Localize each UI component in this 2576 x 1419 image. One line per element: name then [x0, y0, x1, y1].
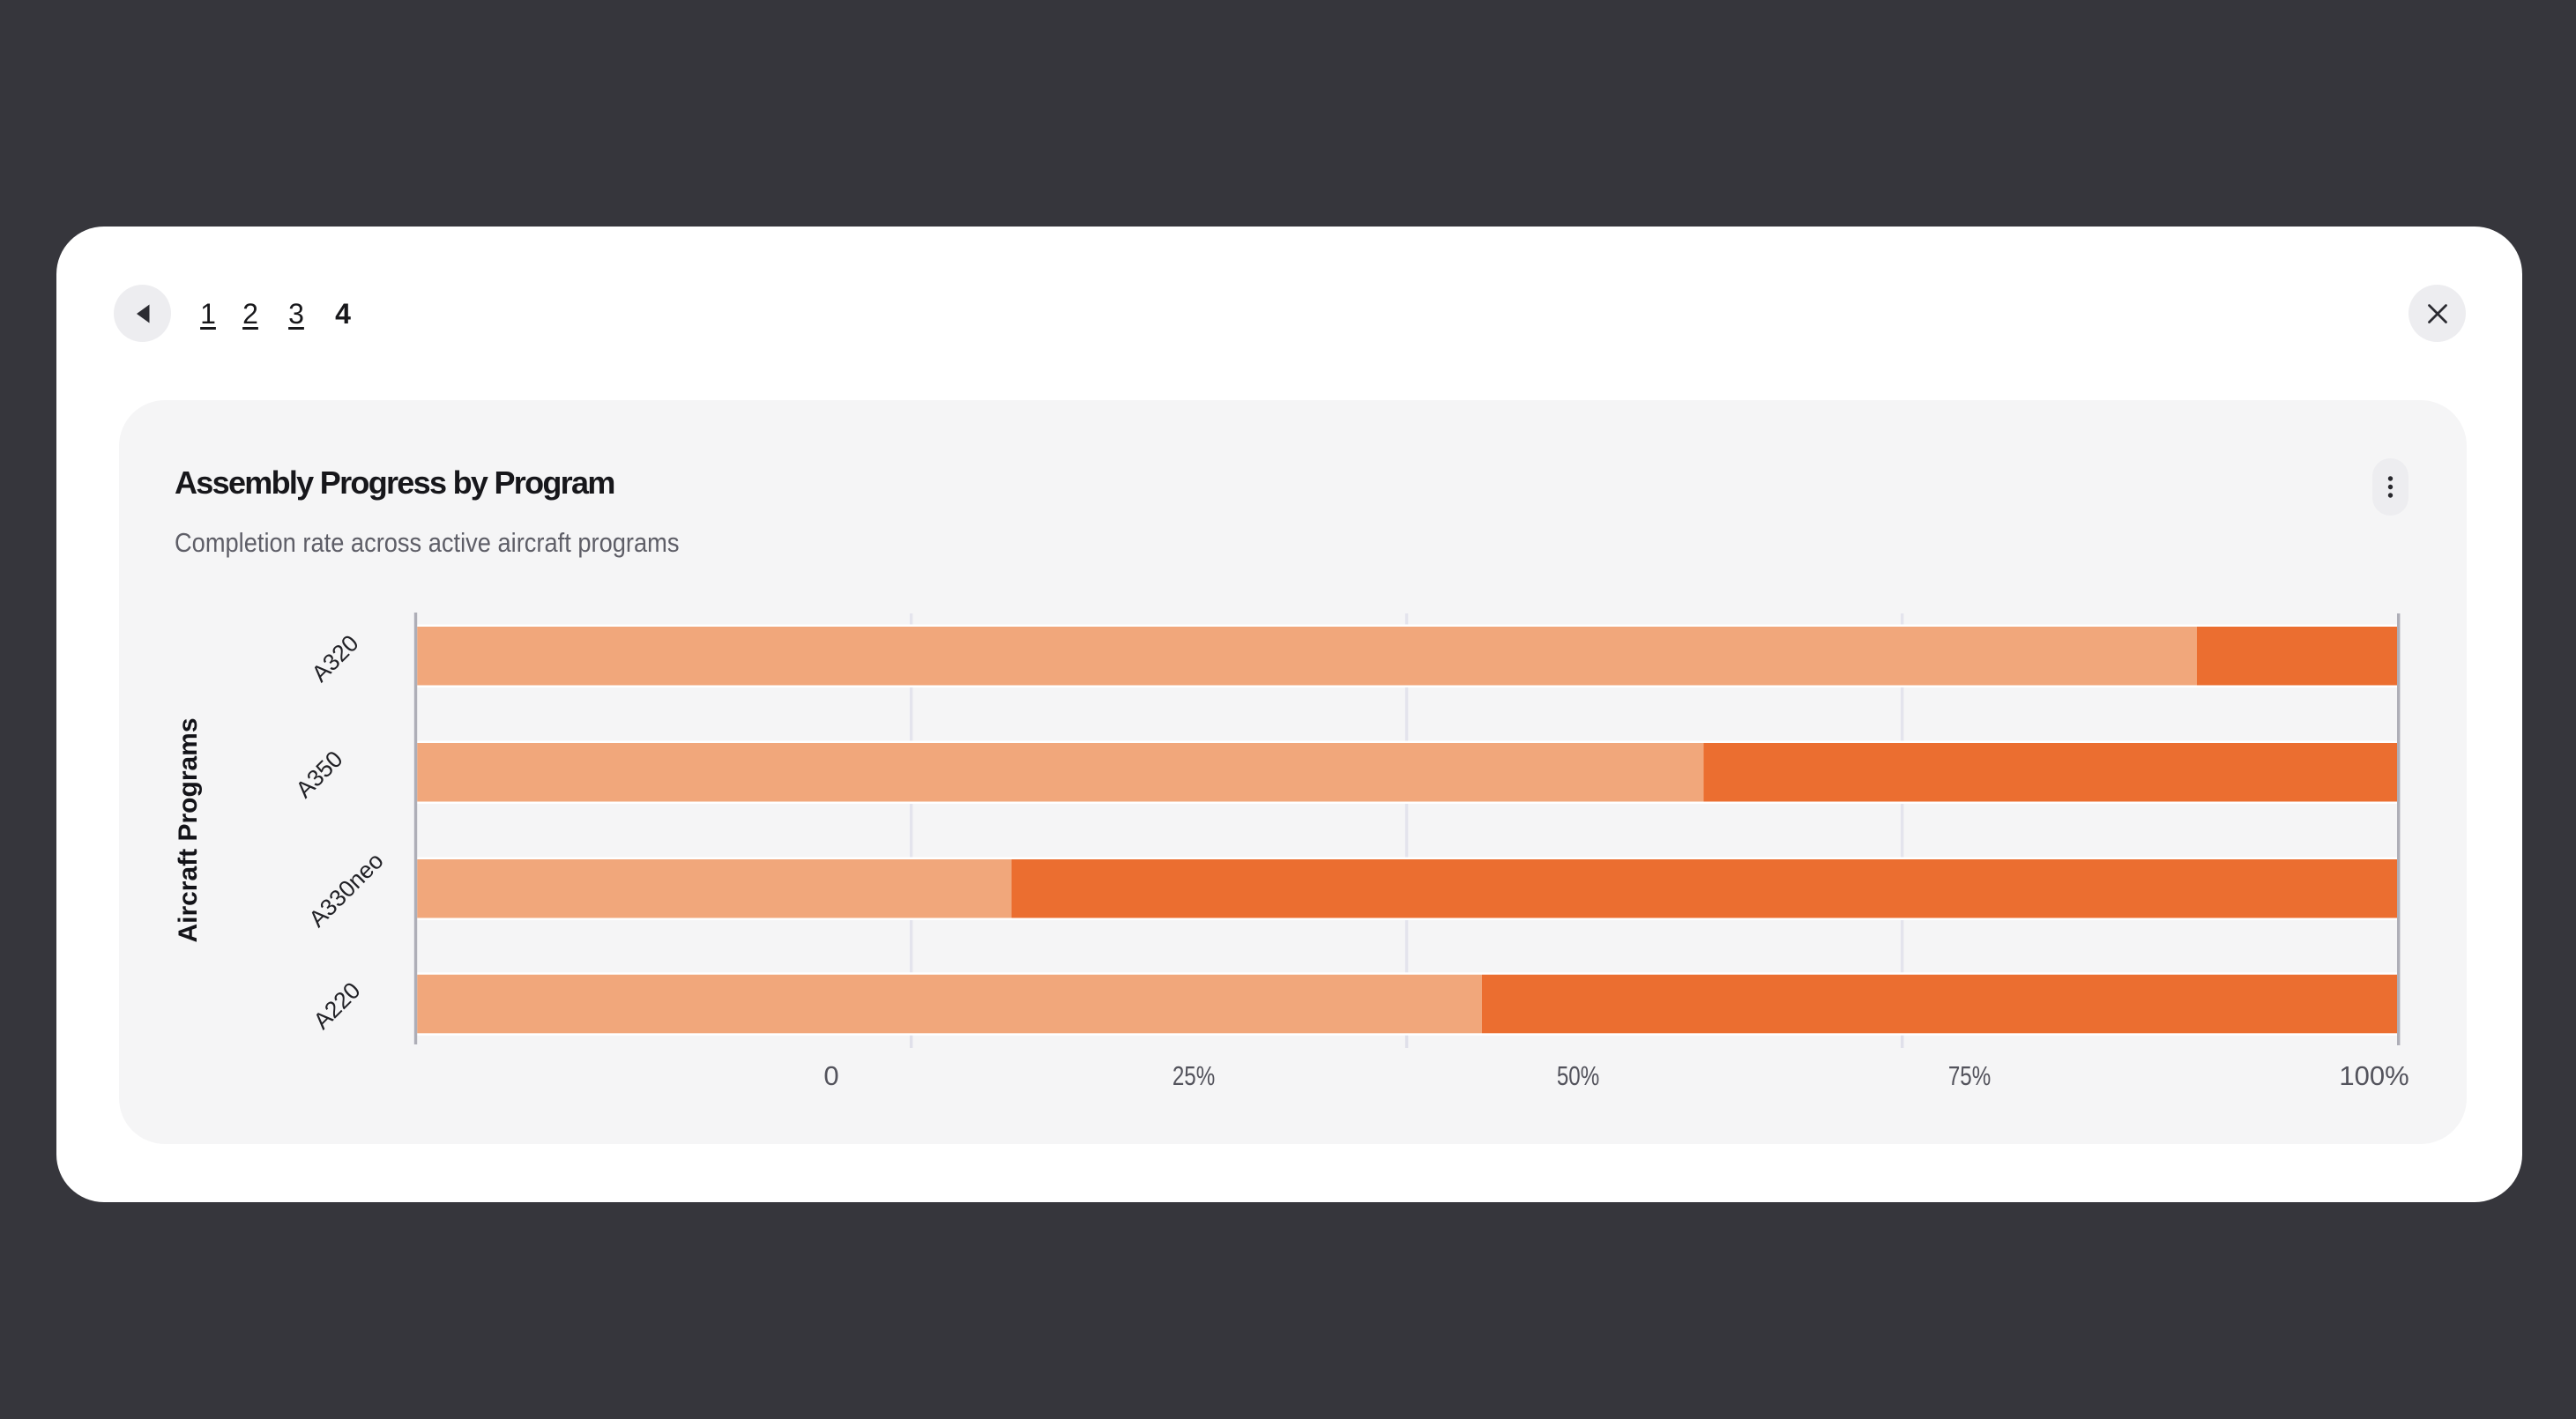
svg-text:A330neo: A330neo [303, 847, 388, 932]
svg-text:100%: 100% [2339, 1060, 2408, 1091]
svg-text:50%: 50% [1557, 1060, 1599, 1091]
svg-text:A220: A220 [309, 977, 366, 1035]
svg-text:75%: 75% [1948, 1060, 1991, 1091]
svg-text:Aircraft Programs: Aircraft Programs [174, 717, 203, 942]
svg-text:25%: 25% [1173, 1060, 1215, 1091]
svg-text:A350: A350 [291, 746, 348, 803]
svg-text:0: 0 [823, 1060, 838, 1091]
svg-text:A320: A320 [307, 630, 364, 687]
